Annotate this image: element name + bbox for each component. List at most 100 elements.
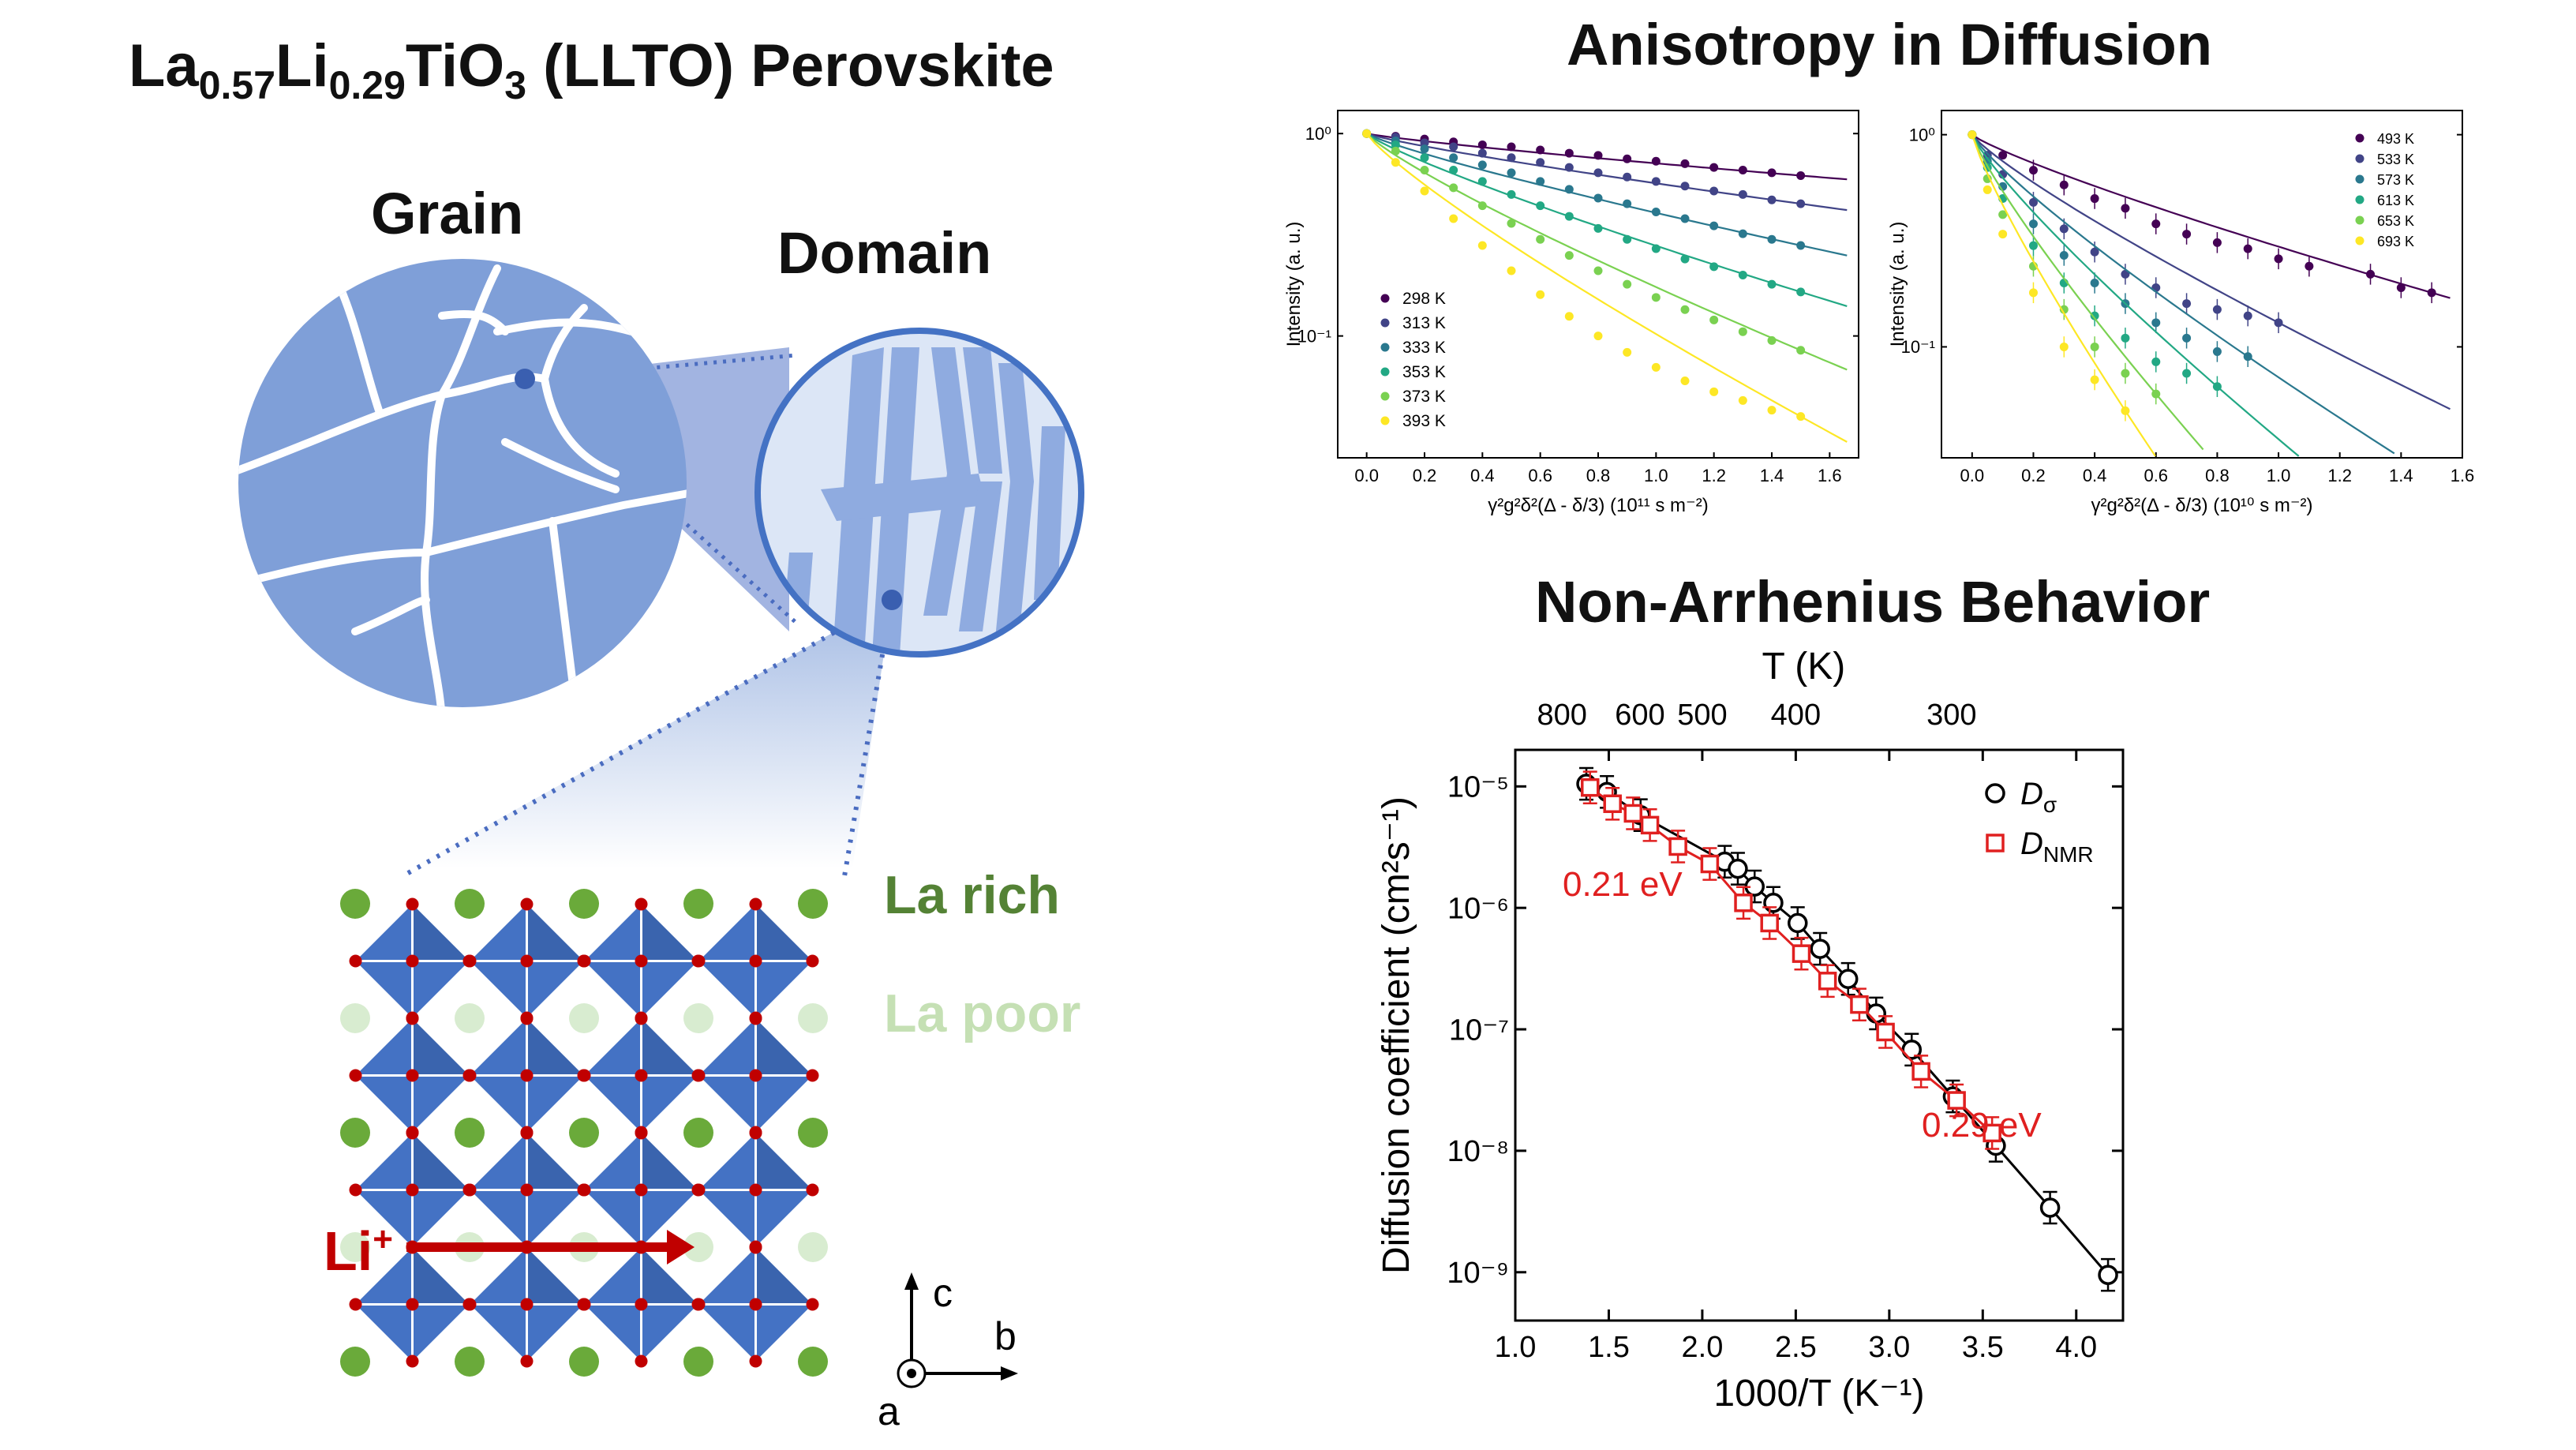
fit-line [1971, 133, 2451, 410]
data-point [2212, 238, 2222, 247]
data-point [1983, 151, 1992, 160]
data-point [1998, 210, 2008, 219]
oxygen-atom [578, 1298, 591, 1311]
data-point [1680, 182, 1690, 191]
oxygen-atom [520, 897, 534, 911]
oxygen-atom [520, 1069, 534, 1082]
grain-zoom-point [515, 369, 535, 389]
octahedron-shade [526, 1018, 584, 1076]
data-point [1449, 183, 1458, 193]
legend-label-sub: NMR [2043, 842, 2094, 867]
data-point [2059, 180, 2069, 189]
x-axis-label: 1000/T (K⁻¹) [1713, 1373, 1924, 1414]
title-rest: (LLTO) Perovskite [526, 32, 1054, 99]
oxygen-atom [635, 1012, 648, 1025]
x-tick-label: 1.4 [1760, 466, 1784, 485]
data-point [1449, 153, 1458, 163]
data-point [2151, 318, 2161, 328]
nmr-decay-chart-low-t: 0.0 0.2 0.4 0.6 0.8 1.0 1.2 1.4 1.6 10⁰ 10⁻¹ γ²g²δ²… [1283, 110, 1859, 516]
data-point [1709, 221, 1719, 230]
grain-label: Grain [371, 181, 524, 246]
data-point [1680, 377, 1690, 386]
data-point [2090, 279, 2099, 288]
y-tick-label: 10⁻⁷ [1449, 1014, 1509, 1047]
data-point [1507, 219, 1516, 228]
top-tick-label: 300 [1926, 699, 1976, 732]
anisotropy-title: Anisotropy in Diffusion [1567, 12, 2213, 77]
legend-marker [2355, 236, 2364, 245]
data-point [1983, 185, 1992, 194]
grain-domain-illustration [238, 259, 1084, 879]
data-point [2182, 333, 2192, 343]
oxygen-atom [578, 1069, 591, 1082]
oxygen-atom [520, 1183, 534, 1197]
data-point [1738, 229, 1747, 238]
x-tick-label: 1.6 [1818, 466, 1842, 485]
data-point [1796, 346, 1806, 355]
data-point [2028, 241, 2038, 250]
data-point [1564, 185, 1574, 194]
top-tick-label: 800 [1537, 699, 1587, 732]
y-tick-label: 10⁰ [1305, 124, 1331, 144]
la-atom [569, 1003, 599, 1033]
data-point [2274, 254, 2283, 264]
fit-line [1365, 133, 1848, 443]
axis-c-label: c [933, 1271, 953, 1315]
la-atom [798, 1118, 828, 1148]
data-point [1680, 254, 1690, 264]
data-point [1767, 335, 1777, 345]
y-axis-label: Diffusion coefficient (cm²s⁻¹) [1376, 796, 1417, 1274]
data-point [2121, 406, 2130, 415]
data-point-square [1792, 944, 1811, 963]
li-arrow-head [667, 1230, 695, 1265]
data-point [2090, 247, 2099, 257]
data-point [1477, 201, 1487, 211]
data-point [2090, 342, 2099, 351]
oxygen-atom [749, 1069, 762, 1082]
data-point [2121, 333, 2130, 343]
la-atom [683, 889, 713, 919]
data-point [1564, 312, 1574, 321]
oxygen-atom [520, 1298, 534, 1311]
data-point [2243, 311, 2252, 320]
octahedron-shade [641, 904, 698, 961]
domain-circle-border [754, 328, 1084, 658]
oxygen-atom [520, 1354, 534, 1368]
x-tick-label: 1.0 [2267, 466, 2291, 485]
data-point [1651, 244, 1661, 253]
legend-marker [2355, 174, 2364, 184]
y-tick-label: 10⁻¹ [1901, 337, 1935, 357]
data-point [1623, 279, 1632, 289]
octahedron-shade [755, 1018, 813, 1076]
data-point [1420, 153, 1429, 163]
legend-marker [2355, 195, 2364, 204]
data-point [1536, 201, 1545, 211]
data-point [1796, 412, 1806, 422]
data-point [1449, 142, 1458, 152]
data-point [1709, 262, 1719, 272]
data-point [2151, 283, 2161, 293]
octahedron-shade [755, 904, 813, 961]
data-point [1623, 199, 1632, 208]
data-point [1623, 234, 1632, 244]
data-point [2396, 283, 2406, 293]
oxygen-atom [635, 1354, 648, 1368]
x-tick-label: 1.2 [2327, 466, 2352, 485]
data-point [1709, 163, 1719, 172]
oxygen-atom [463, 1298, 477, 1311]
oxygen-atom [749, 1298, 762, 1311]
data-point-circle [2039, 1197, 2061, 1218]
legend-marker [1986, 834, 2005, 852]
domain-label: Domain [777, 220, 992, 286]
x-tick-label: 0.4 [1470, 466, 1495, 485]
oxygen-atom [578, 954, 591, 968]
non-arrhenius-title: Non-Arrhenius Behavior [1535, 569, 2211, 635]
data-point-circle [1866, 1003, 1887, 1024]
data-point [2182, 230, 2192, 239]
data-point [1564, 148, 1574, 158]
data-point [1593, 151, 1603, 160]
data-point [1796, 170, 1806, 180]
la-atom [455, 1347, 485, 1377]
legend-label: 373 K [1402, 388, 1446, 406]
x-tick-label: 0.2 [1413, 466, 1437, 485]
